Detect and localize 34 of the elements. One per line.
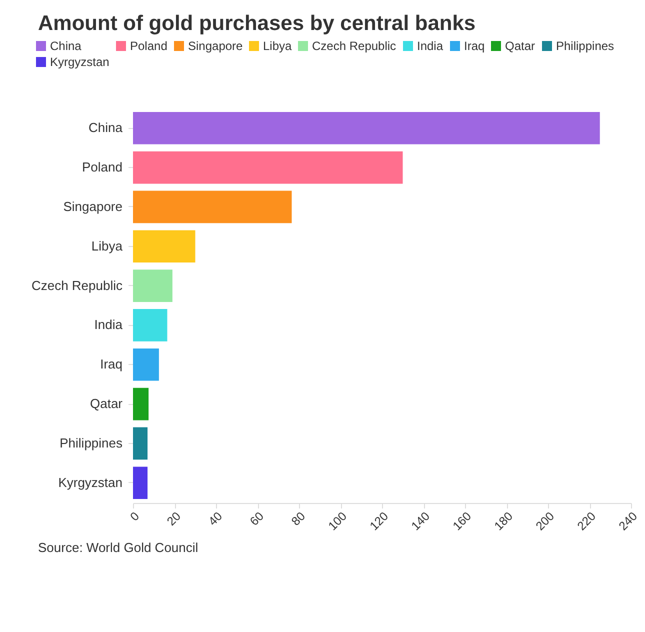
x-tick-label: 140	[408, 508, 433, 534]
legend-label: China	[50, 39, 82, 53]
x-tick-label: 20	[164, 508, 184, 528]
x-tick-label: 200	[532, 508, 558, 534]
x-tick-label: 60	[247, 508, 267, 528]
y-tick-label: Kyrgyzstan	[58, 474, 122, 490]
legend-label: Singapore	[188, 39, 244, 53]
legend-label: India	[417, 39, 444, 53]
legend-label: Libya	[263, 39, 292, 53]
y-tick-label: Poland	[82, 160, 122, 175]
x-tick-label: 80	[288, 508, 308, 528]
y-tick-label: Qatar	[90, 396, 124, 412]
x-tick-label: 0	[127, 508, 142, 524]
y-tick-label: Singapore	[63, 198, 122, 214]
y-tick-label: Czech Republic	[31, 278, 123, 293]
legend-label: Philippines	[556, 39, 614, 53]
x-tick-label: 100	[325, 508, 350, 534]
y-tick-label: India	[94, 317, 124, 332]
legend-label: Poland	[130, 39, 168, 53]
legend-label: Iraq	[464, 39, 485, 53]
y-tick-label: Libya	[91, 238, 124, 254]
x-tick-label: 160	[450, 508, 474, 534]
legend-label: Qatar	[505, 39, 536, 53]
x-tick-label: 220	[574, 508, 599, 534]
y-tick-label: China	[88, 120, 124, 136]
x-tick-label: 40	[206, 508, 226, 528]
x-tick-label: 120	[366, 508, 392, 534]
legend-label: Czech Republic	[312, 39, 396, 53]
source-note: Source: World Gold Council	[38, 540, 200, 555]
y-tick-label: Iraq	[100, 356, 122, 372]
x-tick-label: 240	[616, 508, 640, 534]
x-tick-label: 180	[491, 508, 516, 534]
chart-title: Amount of gold purchases by central banks	[38, 12, 477, 36]
y-tick-label: Philippines	[60, 435, 123, 450]
